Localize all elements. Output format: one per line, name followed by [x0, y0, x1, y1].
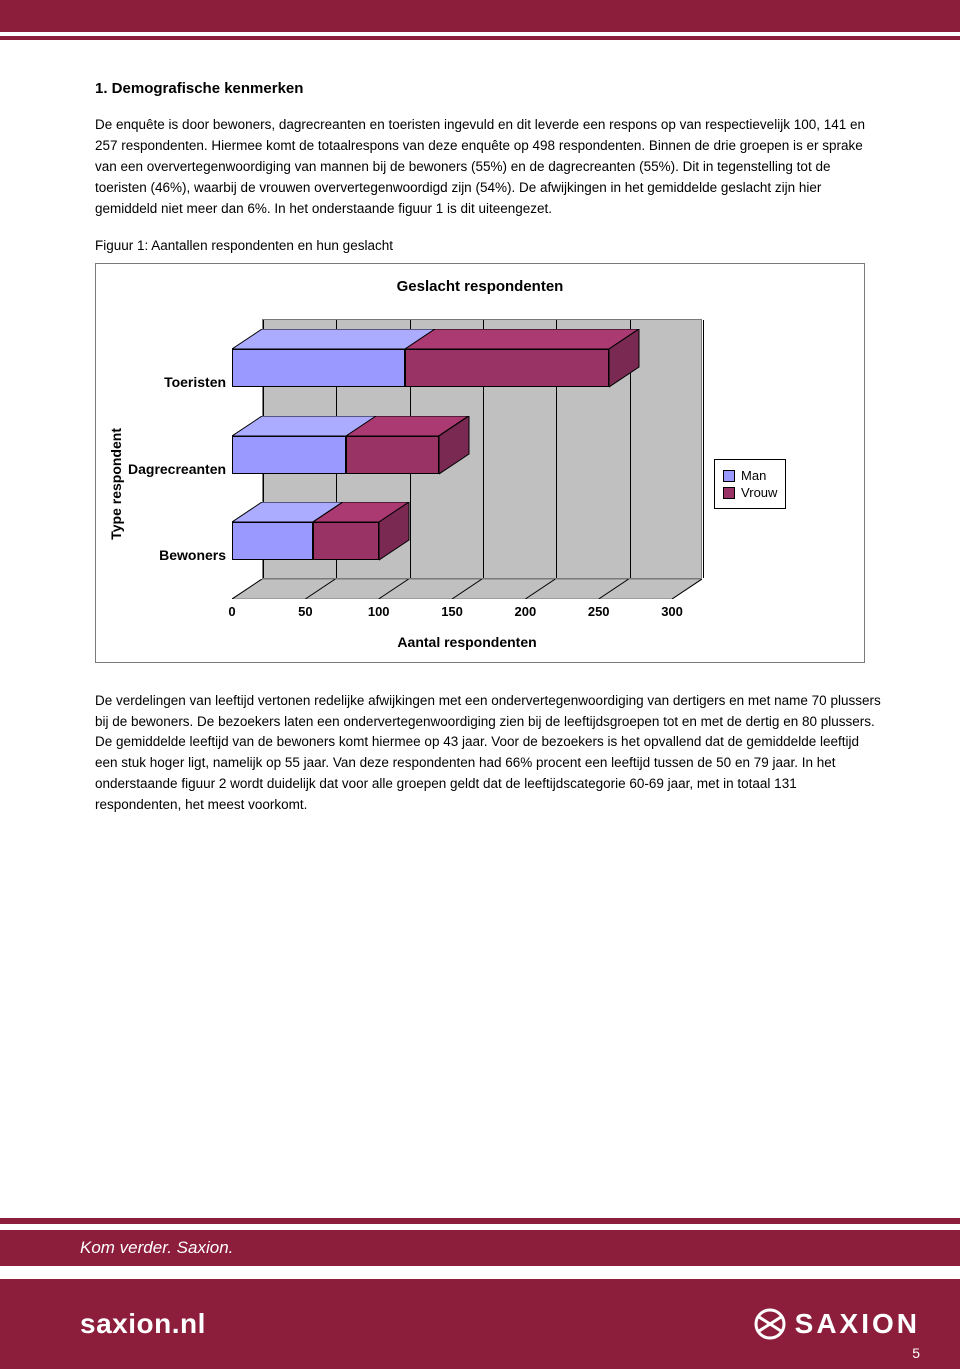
chart-body: Type respondent Toeristen Dagrecreanten …	[104, 319, 856, 650]
bar-segment	[232, 349, 405, 387]
x-tick-label: 150	[441, 604, 463, 619]
page-content: 1. Demografische kenmerken De enquête is…	[95, 80, 885, 834]
bar-segment	[313, 522, 379, 560]
bar-segment	[232, 522, 313, 560]
header-rule	[0, 36, 960, 40]
legend-label: Vrouw	[741, 485, 777, 500]
chart-title: Geslacht respondenten	[104, 278, 856, 295]
body-paragraph: De verdelingen van leeftijd vertonen red…	[95, 691, 885, 817]
legend-swatch-icon	[723, 470, 735, 482]
section-title: 1. Demografische kenmerken	[95, 80, 885, 97]
bar-side-face	[439, 416, 471, 476]
legend-item: Vrouw	[723, 485, 777, 500]
chart-floor	[232, 579, 702, 599]
legend-swatch-icon	[723, 487, 735, 499]
category-label: Bewoners	[128, 515, 226, 595]
page-number: 5	[912, 1345, 920, 1361]
chart-container: Geslacht respondenten Type respondent To…	[95, 263, 865, 663]
plot-area: 050100150200250300 Aantal respondenten	[232, 319, 702, 650]
x-tick-label: 300	[661, 604, 683, 619]
category-labels: Toeristen Dagrecreanten Bewoners	[128, 339, 232, 599]
saxion-logo: SAXION	[751, 1305, 920, 1343]
category-label: Dagrecreanten	[128, 429, 226, 509]
legend-label: Man	[741, 468, 766, 483]
header-bar	[0, 0, 960, 32]
legend-item: Man	[723, 468, 777, 483]
bar-segment	[346, 436, 438, 474]
intro-paragraph: De enquête is door bewoners, dagrecreant…	[95, 115, 885, 220]
bar-side-face	[379, 502, 411, 562]
bar-side-face	[609, 329, 641, 389]
figure-caption: Figuur 1: Aantallen respondenten en hun …	[95, 238, 885, 253]
logo-text: SAXION	[795, 1308, 920, 1340]
footer-url: saxion.nl	[80, 1308, 206, 1340]
bar-top-face	[405, 329, 641, 351]
logo-mark-icon	[751, 1305, 789, 1343]
x-tick-label: 50	[298, 604, 312, 619]
document-page: 1. Demografische kenmerken De enquête is…	[0, 0, 960, 1369]
footer-slogan: Kom verder. Saxion.	[80, 1238, 233, 1258]
x-tick-label: 250	[588, 604, 610, 619]
x-tick-label: 0	[228, 604, 235, 619]
category-label: Toeristen	[128, 342, 226, 422]
footer-slogan-band: Kom verder. Saxion.	[0, 1230, 960, 1266]
bar-segment	[232, 436, 346, 474]
x-tick-label: 200	[515, 604, 537, 619]
y-axis-label: Type respondent	[104, 428, 128, 540]
x-axis-label: Aantal respondenten	[232, 634, 702, 650]
bar-segment	[405, 349, 609, 387]
chart-legend: Man Vrouw	[714, 459, 786, 509]
footer-rule	[0, 1218, 960, 1224]
x-tick-label: 100	[368, 604, 390, 619]
footer-bottom-band: saxion.nl SAXION 5	[0, 1279, 960, 1369]
x-axis-ticks: 050100150200250300	[232, 604, 702, 624]
